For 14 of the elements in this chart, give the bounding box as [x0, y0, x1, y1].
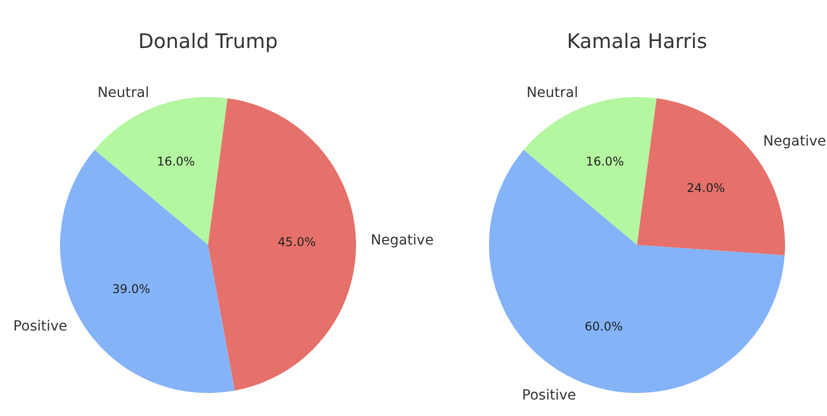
slice-label: Negative: [763, 134, 826, 150]
slice-label: Positive: [13, 318, 68, 335]
data-label: 39.0%: [112, 282, 150, 296]
slice-label: Negative: [370, 232, 434, 249]
data-label: 45.0%: [278, 234, 316, 249]
data-label: 24.0%: [686, 181, 725, 195]
chart-title: Donald Trump: [138, 29, 278, 54]
slice-label: Positive: [522, 388, 576, 404]
slice-label: Neutral: [97, 84, 150, 101]
data-label: 16.0%: [586, 154, 624, 168]
data-label: 60.0%: [584, 319, 623, 334]
data-label: 16.0%: [156, 154, 195, 168]
chart-title: Kamala Harris: [566, 29, 708, 54]
slice-label: Neutral: [526, 84, 578, 101]
